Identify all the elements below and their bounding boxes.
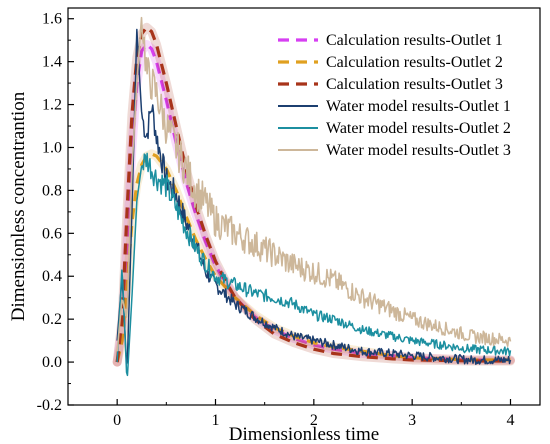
y-tick-label-5: 0.8 [42,182,62,199]
y-tick-label-4: 0.6 [42,225,62,242]
legend-label-4: Water model results-Outlet 1 [326,98,511,115]
x-tick-label-4: 4 [507,412,515,429]
x-tick-label-2: 2 [310,412,318,429]
x-tick-label-1: 1 [212,412,220,429]
legend-label-5: Water model results-Outlet 2 [326,120,511,137]
x-axis-title: Dimensionless time [229,424,379,444]
y-tick-label-1: 0.0 [42,354,62,371]
legend-label-6: Water model results-Outlet 3 [326,142,511,159]
y-axis-title: Dimensionless concentrantion [8,91,29,321]
legend-label-2: Calculation results-Outlet 2 [326,54,503,71]
legend-item-1: Calculation results-Outlet 1 [278,32,503,49]
series-line-6 [116,16,512,352]
plot-area [112,16,515,377]
series-line-3 [115,25,511,363]
y-tick-label-0: -0.2 [37,397,62,414]
legend-label-3: Calculation results-Outlet 3 [326,76,503,93]
legend-item-2: Calculation results-Outlet 2 [278,54,503,71]
y-tick-label-7: 1.2 [42,97,62,114]
legend-item-5: Water model results-Outlet 2 [278,120,511,137]
axes: 0 1 2 3 4 -0.2 0.0 0.2 0.4 0.6 0.8 1.0 1.2 1.4 1.6 Dime… [8,7,541,444]
legend-item-4: Water model results-Outlet 1 [278,98,511,115]
y-tick-label-8: 1.4 [42,54,62,71]
y-tick-label-6: 1.0 [42,139,62,156]
series-line-5 [116,152,512,377]
legend-item-3: Calculation results-Outlet 3 [278,76,503,93]
y-tick-label-3: 0.4 [42,268,62,285]
series-line-4 [116,28,512,366]
legend-label-1: Calculation results-Outlet 1 [326,32,503,49]
y-tick-label-9: 1.6 [42,11,62,28]
legend: Calculation results-Outlet 1 Calculation … [278,32,511,159]
legend-item-6: Water model results-Outlet 3 [278,142,511,159]
x-tick-label-0: 0 [113,412,121,429]
plot-frame [67,7,541,406]
x-tick-label-3: 3 [408,412,416,429]
y-tick-label-2: 0.2 [42,311,62,328]
